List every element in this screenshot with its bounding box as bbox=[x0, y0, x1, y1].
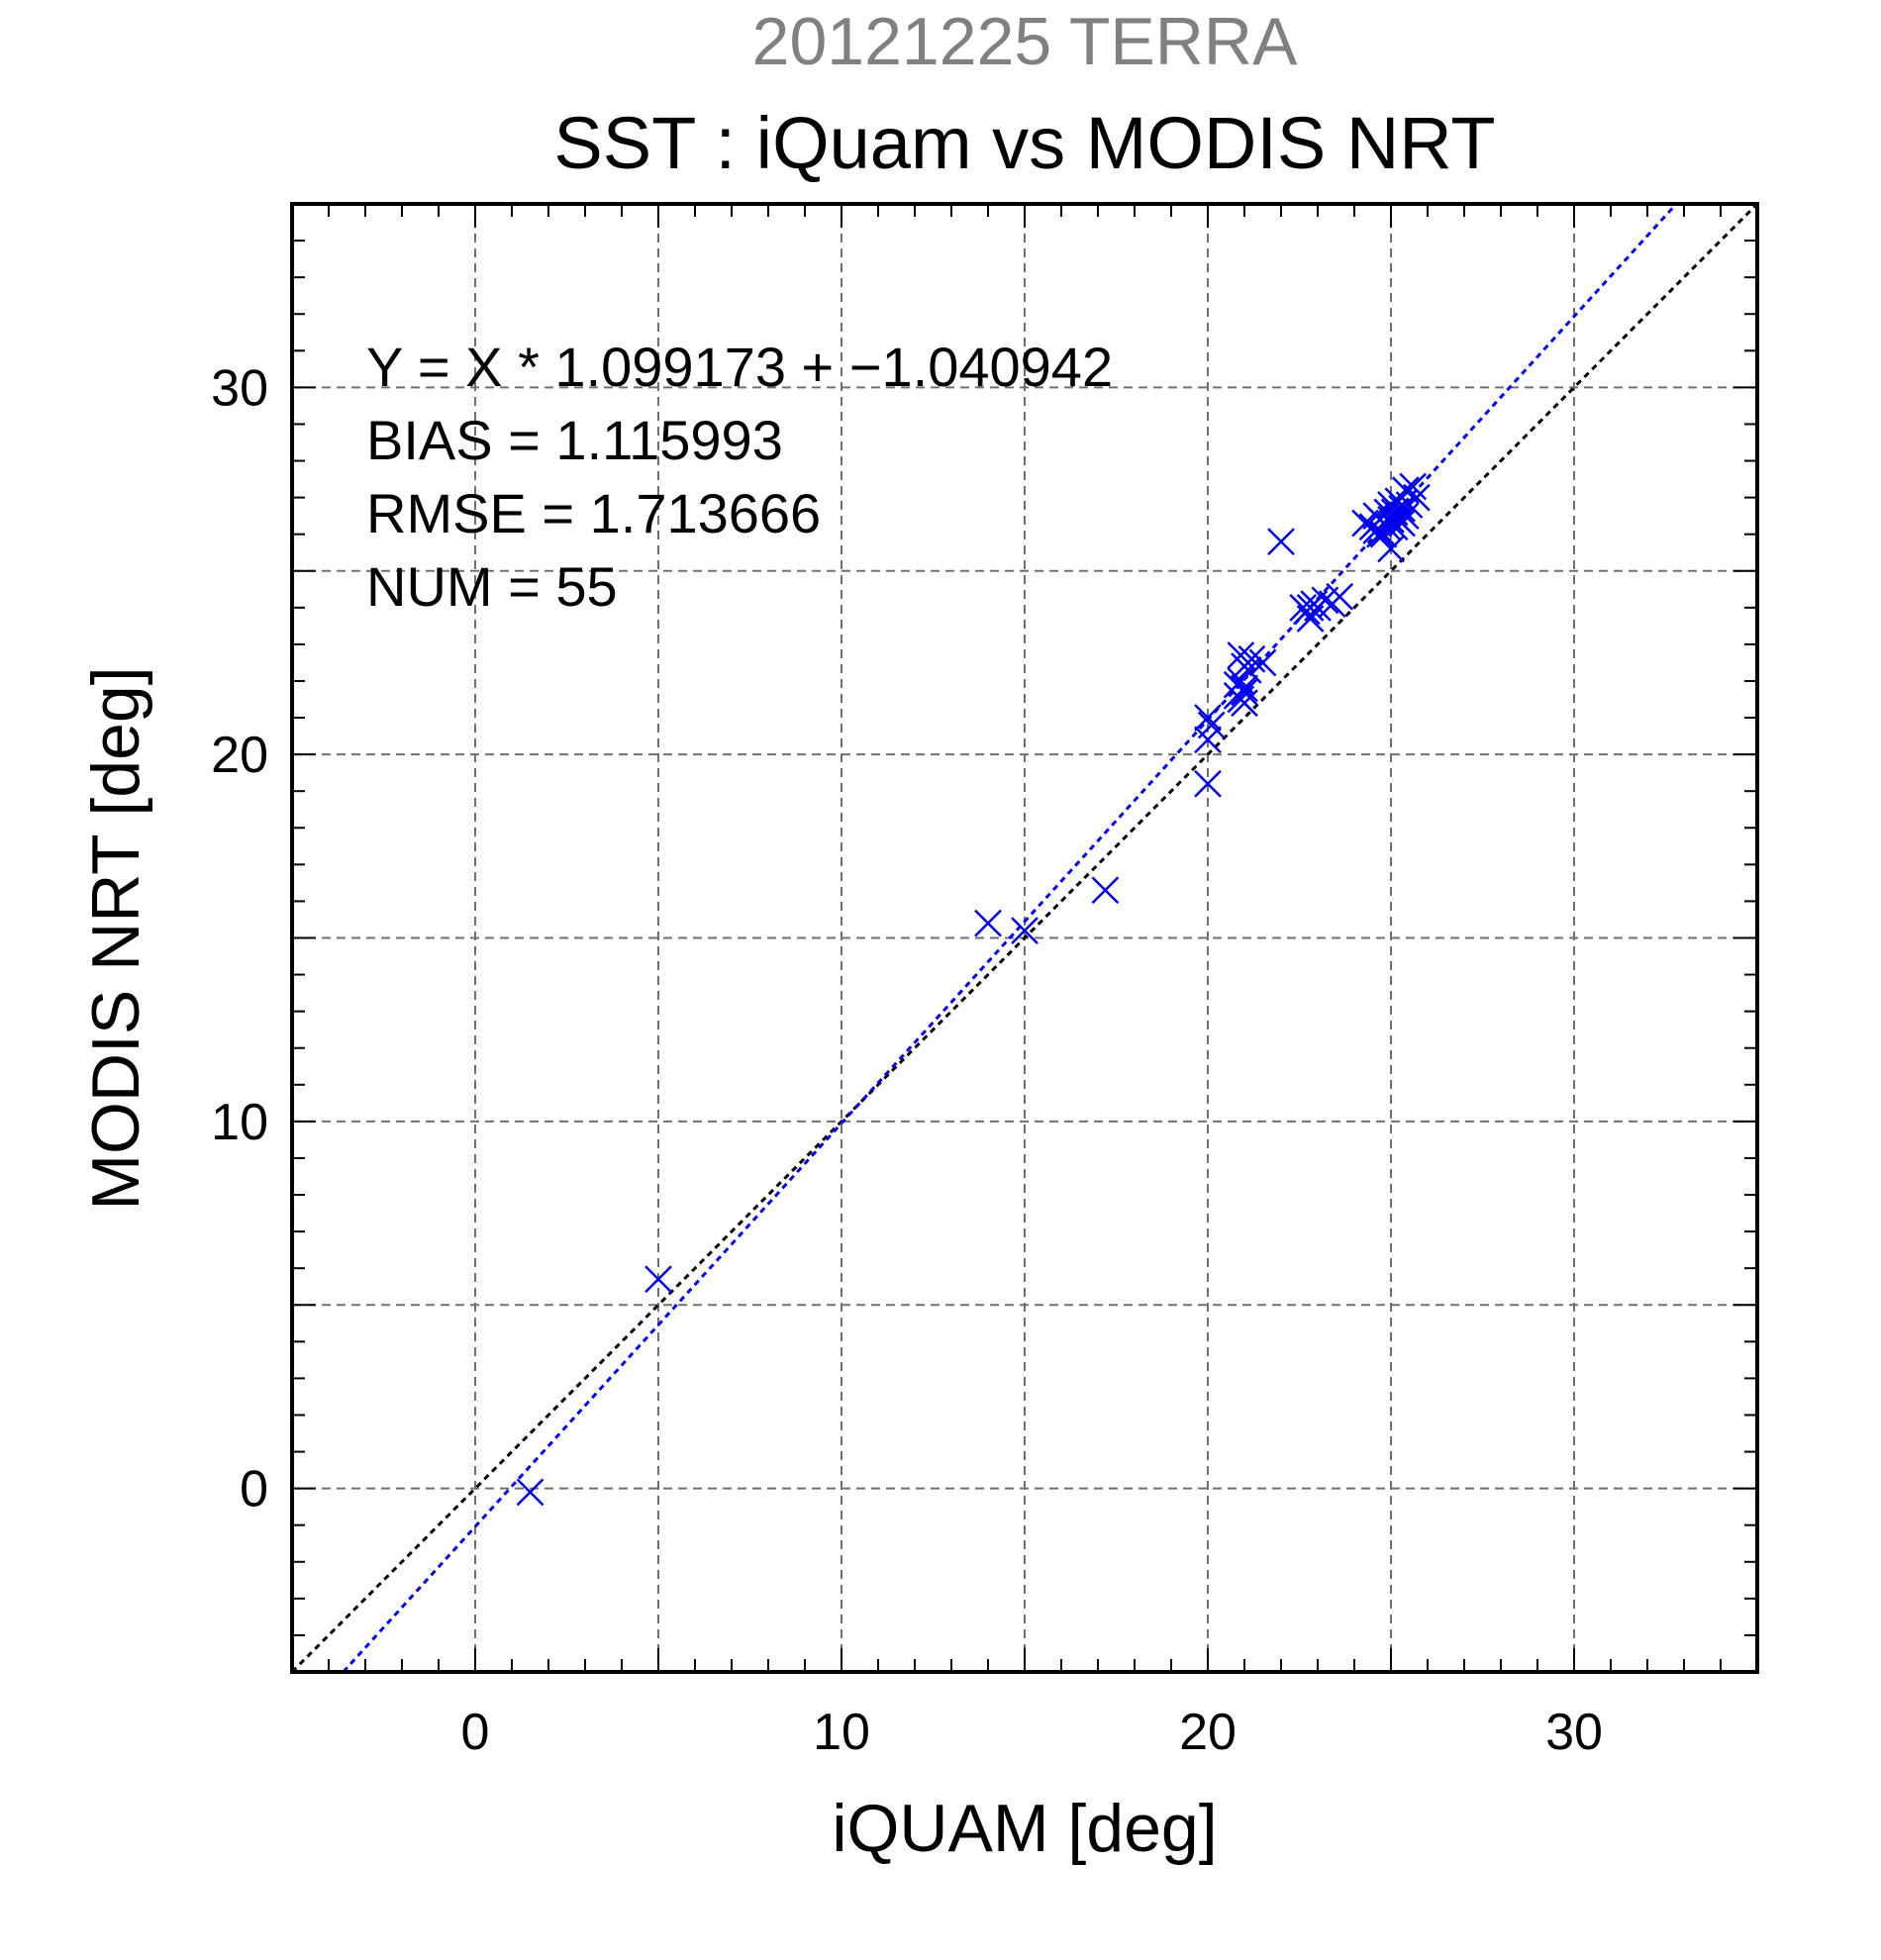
regression-line bbox=[341, 204, 1679, 1672]
data-point bbox=[516, 1478, 544, 1507]
regression-equation: Y = X * 1.099173 + −1.040942 bbox=[366, 336, 1113, 398]
plot-frame bbox=[290, 202, 1759, 1674]
data-point bbox=[644, 1265, 672, 1294]
y-tick-label: 10 bbox=[211, 1094, 268, 1151]
date-title: 20121225 TERRA bbox=[752, 4, 1298, 79]
grid-lines bbox=[292, 204, 1757, 1672]
x-tick-label: 10 bbox=[813, 1704, 870, 1761]
stats-box: Y = X * 1.099173 + −1.040942 BIAS = 1.11… bbox=[366, 336, 1113, 618]
data-point bbox=[1296, 593, 1325, 622]
chart-title: SST : iQuam vs MODIS NRT bbox=[553, 102, 1495, 184]
identity-line bbox=[292, 204, 1757, 1672]
data-point bbox=[1403, 483, 1431, 512]
data-point bbox=[974, 909, 1002, 937]
data-point bbox=[1234, 655, 1262, 684]
data-point bbox=[1194, 769, 1222, 798]
data-point bbox=[1194, 704, 1222, 732]
y-tick-label: 20 bbox=[211, 727, 268, 784]
rmse-value: RMSE = 1.713666 bbox=[366, 482, 821, 544]
data-points bbox=[516, 472, 1431, 1507]
x-axis-label: iQUAM [deg] bbox=[832, 1791, 1217, 1866]
tick-labels: 0 10 20 30 0 10 20 30 bbox=[211, 359, 1603, 1761]
x-tick-label: 30 bbox=[1545, 1704, 1603, 1761]
y-tick-label: 30 bbox=[211, 359, 268, 417]
data-point bbox=[1197, 711, 1226, 739]
num-value: NUM = 55 bbox=[366, 555, 618, 618]
bias-value: BIAS = 1.115993 bbox=[366, 409, 783, 471]
x-tick-label: 0 bbox=[461, 1704, 490, 1761]
y-axis-label: MODIS NRT [deg] bbox=[78, 666, 153, 1210]
data-point bbox=[1231, 674, 1258, 703]
data-point bbox=[1227, 641, 1255, 669]
data-point bbox=[1326, 582, 1354, 611]
data-point bbox=[1399, 472, 1428, 501]
data-point bbox=[1377, 505, 1405, 534]
data-point bbox=[1011, 917, 1039, 944]
data-point bbox=[1231, 689, 1258, 718]
data-point bbox=[1091, 876, 1120, 905]
x-tick-label: 20 bbox=[1179, 1704, 1237, 1761]
data-point bbox=[1373, 513, 1402, 541]
data-point bbox=[1238, 644, 1266, 673]
data-point bbox=[1267, 528, 1295, 555]
data-point bbox=[1248, 648, 1277, 677]
y-tick-label: 0 bbox=[240, 1461, 268, 1519]
